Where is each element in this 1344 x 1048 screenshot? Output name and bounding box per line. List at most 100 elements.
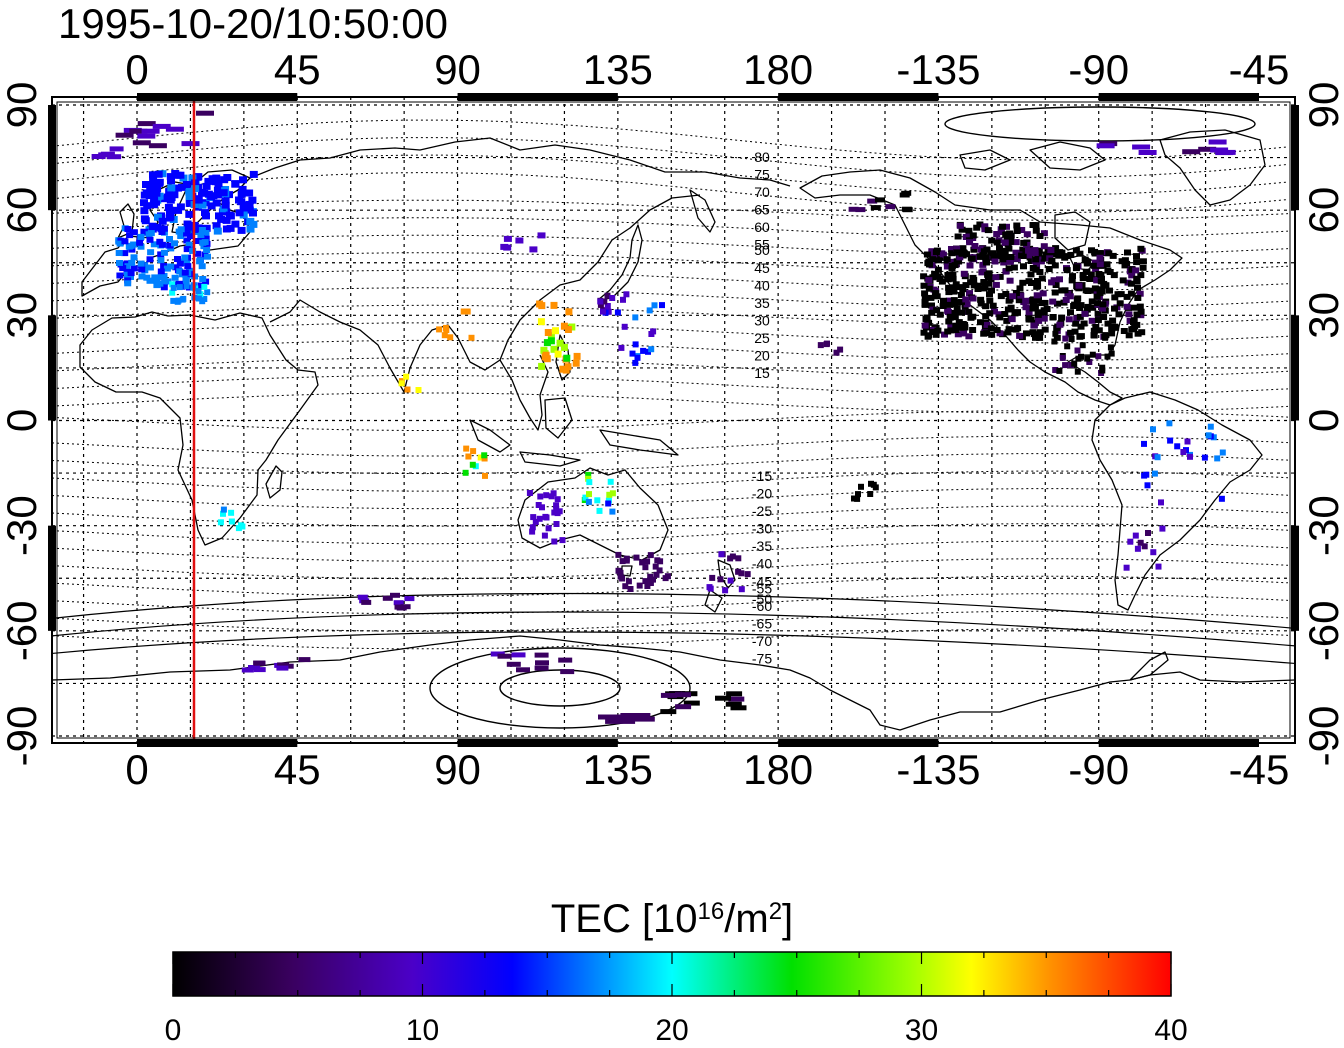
tec-square xyxy=(542,513,549,520)
tec-square xyxy=(609,490,616,497)
tec-square xyxy=(153,282,161,289)
tec-square xyxy=(1106,287,1113,294)
tec-square xyxy=(199,239,207,246)
tec-square xyxy=(1105,250,1113,257)
tec-square xyxy=(221,197,230,205)
tec-square xyxy=(1058,287,1066,294)
tec-square xyxy=(1108,350,1115,357)
tec-square xyxy=(1166,420,1173,427)
tec-square xyxy=(1184,438,1191,445)
frame-bar-right xyxy=(1291,525,1299,631)
tec-square xyxy=(1073,315,1081,322)
tec-square xyxy=(220,506,227,513)
tec-square xyxy=(147,230,155,237)
tec-square xyxy=(1033,292,1041,299)
tec-square xyxy=(543,339,551,347)
tec-square xyxy=(481,452,488,459)
tec-square xyxy=(931,270,939,277)
colorbar-tick-label: 40 xyxy=(1154,1014,1187,1047)
tec-square xyxy=(1090,327,1098,334)
tec-square xyxy=(1071,360,1078,367)
tec-square xyxy=(526,490,533,496)
top-longitude-label: 0 xyxy=(125,46,148,93)
tec-square xyxy=(885,204,896,210)
tec-square xyxy=(542,351,550,359)
tec-square xyxy=(951,314,959,321)
tec-square xyxy=(237,190,246,198)
tec-square xyxy=(1025,315,1033,322)
tec-square xyxy=(1073,296,1081,303)
tec-square xyxy=(164,278,172,285)
tec-square xyxy=(959,245,967,252)
tec-square xyxy=(1092,266,1100,272)
tec-square xyxy=(929,274,937,281)
tec-square xyxy=(1095,353,1102,360)
tec-square xyxy=(183,246,191,253)
tec-square xyxy=(1103,261,1111,268)
geomag-label-north: 45 xyxy=(754,260,770,276)
tec-square xyxy=(957,324,965,331)
tec-square xyxy=(1005,265,1013,272)
tec-square xyxy=(1003,235,1011,242)
tec-square xyxy=(1123,303,1131,310)
tec-square xyxy=(976,221,984,228)
tec-square xyxy=(1064,343,1071,350)
tec-square xyxy=(1018,252,1026,259)
tec-square xyxy=(132,140,151,146)
tec-square xyxy=(1029,222,1037,228)
tec-square xyxy=(1002,291,1010,297)
tec-square xyxy=(948,246,955,252)
tec-square xyxy=(623,557,630,564)
coastline-australia xyxy=(517,467,669,561)
tec-square xyxy=(597,301,604,308)
tec-square xyxy=(116,260,123,266)
tec-square xyxy=(170,284,177,291)
top-longitude-label: -45 xyxy=(1229,46,1290,93)
coastline-greenland xyxy=(1159,129,1266,206)
right-latitude-label: 60 xyxy=(1300,187,1344,234)
frame-bar-top xyxy=(778,93,939,101)
tec-square xyxy=(651,302,658,309)
tec-square xyxy=(181,269,189,276)
tec-square xyxy=(986,291,993,298)
tec-square xyxy=(1052,367,1059,373)
tec-square xyxy=(174,256,181,262)
tec-square xyxy=(235,209,244,217)
tec-square xyxy=(563,354,571,362)
tec-square xyxy=(604,303,611,309)
tec-square xyxy=(157,251,165,258)
tec-square xyxy=(185,193,194,200)
tec-square xyxy=(980,330,988,337)
bottom-longitude-label: 45 xyxy=(274,746,321,793)
tec-square xyxy=(968,255,976,262)
tec-square xyxy=(1069,273,1076,280)
tec-square xyxy=(622,583,629,590)
tec-square xyxy=(1059,354,1066,361)
tec-square xyxy=(951,301,959,308)
tec-square xyxy=(477,454,484,461)
tec-square xyxy=(1034,278,1041,284)
tec-square xyxy=(1150,549,1157,556)
tec-square xyxy=(970,246,978,253)
tec-square xyxy=(214,180,223,188)
tec-square xyxy=(143,274,151,281)
tec-square xyxy=(945,289,953,296)
frame-bar-left xyxy=(48,315,56,421)
tec-square xyxy=(1088,298,1096,305)
tec-square xyxy=(1086,359,1093,365)
tec-square xyxy=(245,200,254,208)
tec-square xyxy=(357,594,368,600)
tec-square xyxy=(1022,304,1030,311)
geomag-label-south: -65 xyxy=(752,615,772,631)
tec-square xyxy=(183,230,191,237)
tec-square xyxy=(923,251,931,258)
tec-square xyxy=(174,206,183,214)
coastline-new-zealand xyxy=(704,559,736,613)
colorbar-tick-label: 20 xyxy=(655,1014,688,1047)
tec-measurements xyxy=(91,110,1236,724)
tec-square xyxy=(185,241,193,248)
tec-square xyxy=(1097,271,1105,278)
tec-square xyxy=(607,478,614,485)
tec-square xyxy=(675,692,691,698)
tec-square xyxy=(949,271,957,278)
